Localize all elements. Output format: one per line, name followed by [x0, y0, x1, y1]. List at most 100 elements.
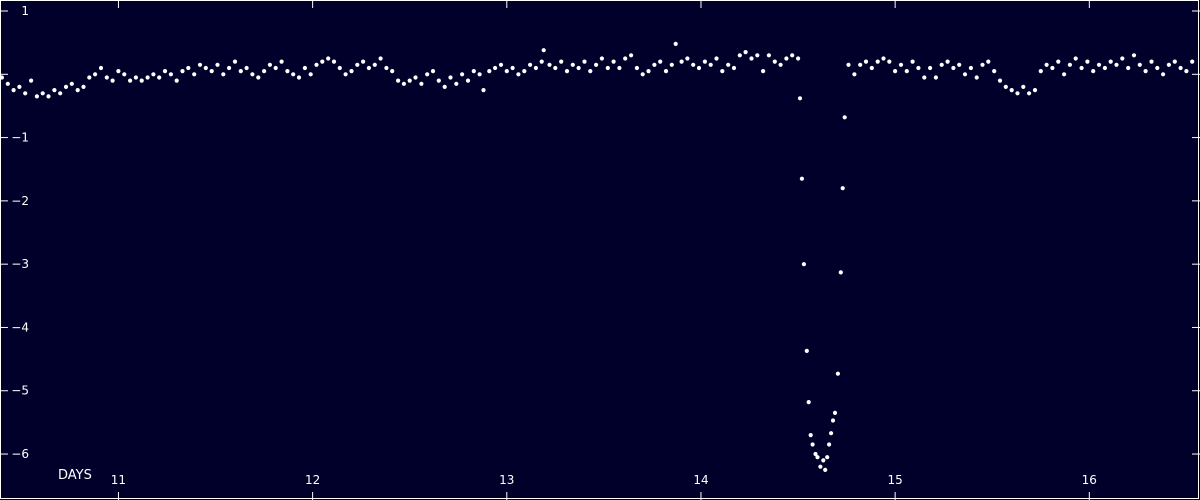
data-point: [599, 56, 605, 61]
data-point: [75, 88, 80, 93]
data-point: [139, 78, 144, 83]
data-point: [63, 84, 69, 89]
data-point: [250, 72, 255, 77]
data-point: [396, 78, 401, 83]
data-point: [1073, 56, 1078, 61]
data-point: [840, 186, 845, 191]
data-point: [209, 69, 214, 74]
data-point: [875, 59, 880, 64]
data-point: [1067, 62, 1072, 67]
data-point: [262, 69, 267, 74]
data-point: [413, 75, 418, 80]
data-point: [1166, 62, 1171, 67]
data-point: [1021, 84, 1026, 89]
data-point: [528, 62, 533, 67]
data-point: [904, 69, 909, 74]
data-point: [939, 62, 944, 67]
data-point: [720, 69, 725, 74]
data-point: [355, 62, 360, 67]
y-tick-label: −4: [11, 320, 29, 334]
data-point: [331, 59, 337, 64]
data-point: [1126, 65, 1131, 71]
data-point: [34, 94, 40, 99]
data-point: [58, 91, 63, 96]
data-point: [784, 56, 789, 61]
data-point: [197, 62, 203, 67]
data-point: [504, 69, 509, 74]
data-point: [232, 59, 238, 64]
data-point: [326, 56, 331, 61]
data-point: [366, 65, 371, 71]
data-point: [180, 69, 185, 74]
data-point: [104, 75, 109, 80]
data-point: [646, 69, 651, 74]
data-point: [1062, 72, 1067, 77]
data-point: [846, 62, 851, 67]
data-point: [658, 59, 663, 64]
x-tick-label: 15: [888, 473, 903, 487]
data-point: [361, 59, 366, 64]
data-point: [1096, 62, 1102, 67]
data-point: [273, 65, 278, 71]
data-point: [673, 41, 678, 47]
x-tick-label: 12: [305, 473, 320, 487]
data-point: [588, 69, 593, 74]
data-point: [133, 75, 138, 80]
data-point: [594, 62, 599, 67]
data-point: [761, 69, 766, 74]
data-point: [221, 72, 226, 77]
data-point: [285, 69, 290, 74]
data-point: [1003, 84, 1008, 89]
data-point: [1155, 65, 1160, 71]
data-point: [442, 84, 447, 89]
data-point: [898, 62, 904, 67]
data-point: [174, 78, 179, 83]
data-point: [407, 78, 412, 83]
data-point: [980, 62, 985, 67]
data-point: [957, 62, 962, 67]
x-tick-label: 11: [111, 473, 126, 487]
data-point: [460, 72, 465, 77]
data-point: [611, 59, 616, 64]
data-point: [821, 458, 826, 463]
data-point: [951, 65, 956, 71]
data-point: [806, 400, 811, 405]
data-point: [498, 62, 504, 67]
data-point: [576, 65, 581, 71]
data-point: [430, 69, 436, 74]
data-point: [98, 65, 104, 71]
data-point: [881, 56, 886, 61]
data-point: [801, 262, 807, 267]
data-point: [838, 270, 843, 275]
data-point: [93, 72, 98, 77]
data-point: [570, 62, 575, 67]
data-point: [553, 65, 558, 71]
data-point: [419, 81, 424, 86]
data-point: [81, 84, 86, 89]
data-point: [238, 69, 243, 74]
data-point: [986, 59, 991, 64]
data-point: [145, 75, 150, 80]
data-point: [493, 65, 498, 71]
data-point: [858, 62, 863, 67]
data-point: [401, 81, 406, 86]
data-point: [685, 56, 690, 61]
data-point: [465, 78, 471, 83]
data-point: [818, 464, 823, 469]
data-point: [1038, 69, 1043, 74]
data-point: [343, 72, 348, 77]
data-point: [564, 69, 570, 74]
data-point: [378, 56, 383, 61]
data-point: [804, 348, 809, 353]
data-point: [737, 53, 742, 58]
data-point: [830, 418, 836, 423]
data-point: [192, 72, 197, 77]
data-point: [810, 442, 815, 447]
data-point: [945, 59, 950, 64]
data-point: [227, 65, 232, 71]
data-point: [842, 115, 847, 120]
data-point: [829, 431, 834, 436]
